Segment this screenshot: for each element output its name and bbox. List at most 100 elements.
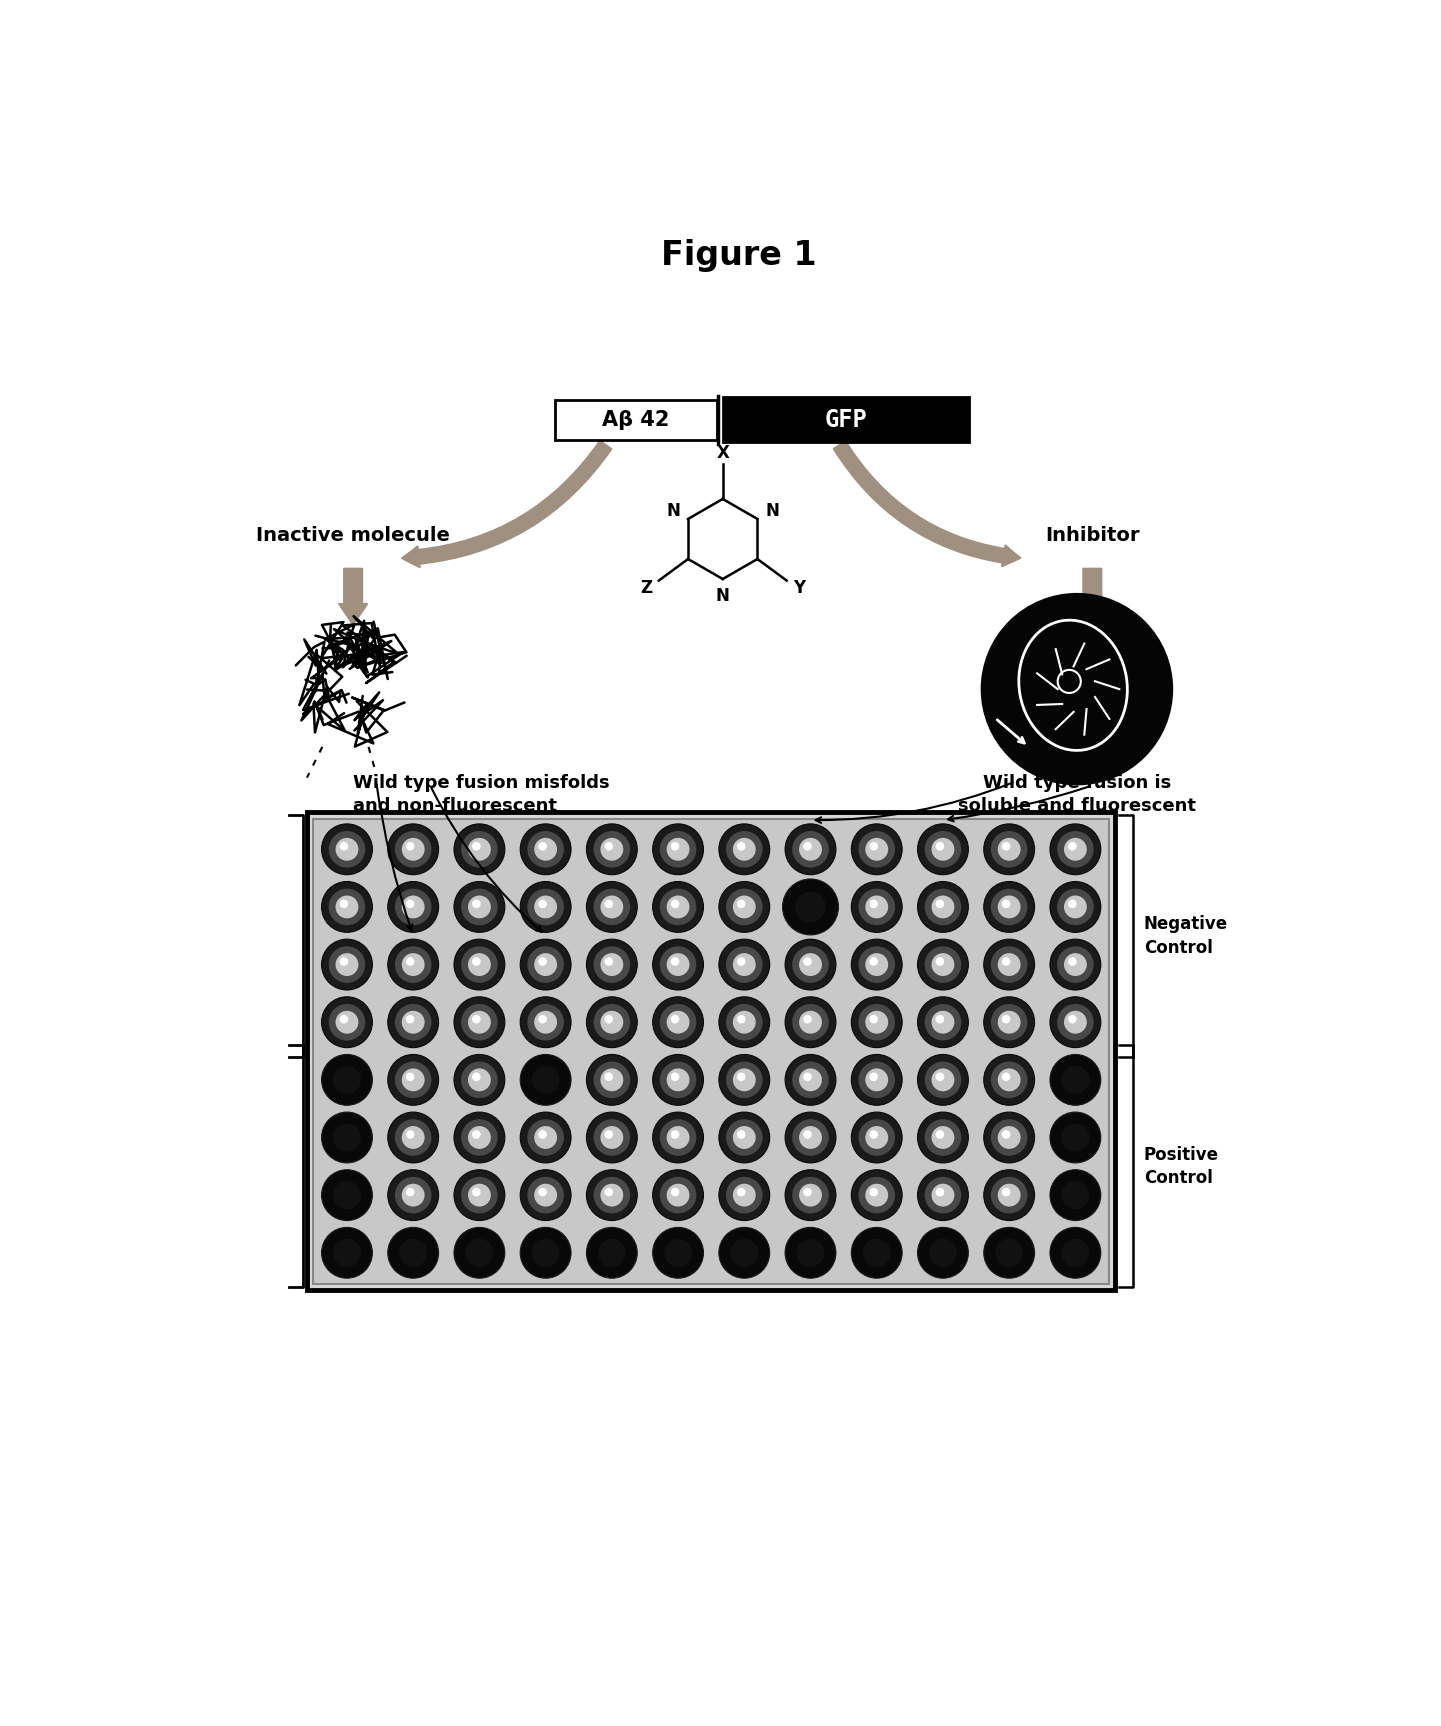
Circle shape [918, 1112, 968, 1163]
Circle shape [586, 1055, 637, 1105]
Circle shape [865, 953, 888, 975]
Circle shape [520, 882, 571, 932]
Circle shape [670, 1187, 679, 1196]
Circle shape [1001, 899, 1010, 908]
FancyArrowPatch shape [402, 442, 611, 568]
Circle shape [454, 1227, 504, 1279]
Circle shape [601, 1011, 624, 1034]
Circle shape [859, 1118, 895, 1156]
Circle shape [336, 1011, 359, 1034]
Circle shape [1068, 899, 1076, 908]
Circle shape [406, 1187, 415, 1196]
Circle shape [997, 953, 1020, 975]
Circle shape [667, 1068, 689, 1091]
Circle shape [539, 1187, 548, 1196]
Circle shape [733, 1184, 755, 1206]
Circle shape [931, 1068, 954, 1091]
Circle shape [918, 1170, 968, 1220]
Circle shape [473, 958, 481, 967]
Circle shape [461, 1118, 497, 1156]
Circle shape [803, 1015, 811, 1024]
Circle shape [473, 1072, 481, 1080]
Circle shape [869, 1187, 878, 1196]
Circle shape [991, 1005, 1027, 1041]
Circle shape [991, 830, 1027, 868]
Circle shape [733, 1125, 755, 1150]
Circle shape [586, 823, 637, 875]
Circle shape [733, 1011, 755, 1034]
Circle shape [653, 823, 703, 875]
Circle shape [402, 837, 425, 861]
Circle shape [454, 1055, 504, 1105]
Circle shape [852, 1112, 902, 1163]
Bar [723, 397, 970, 442]
Circle shape [991, 1061, 1027, 1098]
Circle shape [726, 946, 762, 982]
Circle shape [1050, 939, 1101, 991]
Circle shape [520, 1112, 571, 1163]
Circle shape [535, 837, 558, 861]
Circle shape [925, 1118, 961, 1156]
Circle shape [667, 1011, 689, 1034]
Circle shape [733, 837, 755, 861]
Circle shape [395, 889, 431, 925]
Circle shape [670, 1072, 679, 1080]
Circle shape [402, 896, 425, 918]
Circle shape [468, 953, 491, 975]
Circle shape [395, 830, 431, 868]
Circle shape [1063, 1011, 1087, 1034]
Circle shape [736, 842, 745, 851]
Circle shape [388, 823, 438, 875]
Circle shape [454, 1170, 504, 1220]
Circle shape [520, 998, 571, 1048]
Circle shape [653, 1170, 703, 1220]
Circle shape [984, 1170, 1035, 1220]
Circle shape [340, 1015, 349, 1024]
Circle shape [340, 842, 349, 851]
Circle shape [1001, 1187, 1010, 1196]
Circle shape [859, 830, 895, 868]
Circle shape [473, 1015, 481, 1024]
Circle shape [535, 1011, 558, 1034]
Circle shape [1050, 823, 1101, 875]
Circle shape [454, 998, 504, 1048]
Circle shape [852, 882, 902, 932]
FancyArrowPatch shape [339, 570, 367, 625]
Circle shape [852, 939, 902, 991]
Circle shape [586, 1170, 637, 1220]
Circle shape [670, 842, 679, 851]
Circle shape [667, 1125, 689, 1150]
Circle shape [604, 842, 612, 851]
Circle shape [984, 823, 1035, 875]
Circle shape [321, 1170, 372, 1220]
Circle shape [660, 889, 696, 925]
Circle shape [1050, 1227, 1101, 1279]
Text: Y: Y [793, 580, 806, 597]
Circle shape [406, 1072, 415, 1080]
Circle shape [1068, 958, 1076, 967]
Text: N: N [716, 587, 729, 606]
Circle shape [539, 1131, 548, 1139]
Circle shape [726, 1177, 762, 1213]
Circle shape [388, 998, 438, 1048]
Circle shape [785, 1170, 836, 1220]
Circle shape [406, 899, 415, 908]
Circle shape [984, 939, 1035, 991]
Circle shape [461, 830, 497, 868]
Circle shape [991, 1177, 1027, 1213]
Circle shape [468, 1125, 491, 1150]
Circle shape [667, 953, 689, 975]
Circle shape [594, 1118, 630, 1156]
Circle shape [803, 1187, 811, 1196]
Circle shape [719, 1055, 769, 1105]
Circle shape [869, 1015, 878, 1024]
Circle shape [997, 1068, 1020, 1091]
Circle shape [997, 896, 1020, 918]
Circle shape [726, 1005, 762, 1041]
Circle shape [1063, 896, 1087, 918]
Circle shape [601, 1184, 624, 1206]
Circle shape [336, 896, 359, 918]
Circle shape [869, 1072, 878, 1080]
Circle shape [1062, 1239, 1089, 1267]
Circle shape [468, 1011, 491, 1034]
